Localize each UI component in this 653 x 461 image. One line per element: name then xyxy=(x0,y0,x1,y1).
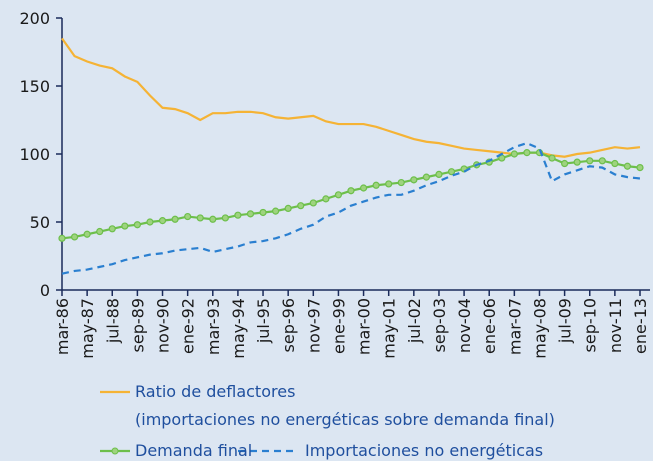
point xyxy=(347,187,355,195)
point xyxy=(297,202,305,210)
x-tick-label: jul-95 xyxy=(254,298,273,344)
legend-label: Ratio de deflactores (importaciones no e… xyxy=(135,382,555,429)
point xyxy=(385,180,393,188)
point xyxy=(447,168,456,176)
x-tick-label: sep-89 xyxy=(128,298,147,352)
point xyxy=(397,178,405,187)
x-tick-label: may-94 xyxy=(229,298,248,359)
point xyxy=(221,214,229,222)
point xyxy=(259,208,267,217)
point xyxy=(510,150,518,158)
x-tick-label: jul-09 xyxy=(556,298,575,344)
point xyxy=(158,217,167,225)
x-tick-label: may-87 xyxy=(78,298,97,359)
x-tick-label: may-08 xyxy=(530,298,549,359)
y-tick-label: 100 xyxy=(19,145,50,164)
y-tick-label: 150 xyxy=(19,77,50,96)
x-tick-label: mar-86 xyxy=(53,298,72,355)
point xyxy=(309,199,317,207)
x-tick-label: jul-02 xyxy=(405,298,424,344)
legend-label: Importaciones no energéticas xyxy=(305,441,544,460)
point xyxy=(184,212,192,221)
point xyxy=(108,225,116,233)
point xyxy=(523,149,531,157)
x-tick-label: ene-99 xyxy=(329,298,348,354)
point xyxy=(58,234,66,242)
x-tick-label: mar-00 xyxy=(355,298,374,355)
y-tick-label: 50 xyxy=(30,213,50,232)
series-line xyxy=(61,37,641,158)
point xyxy=(209,215,217,223)
x-tick-label: ene-13 xyxy=(631,298,650,354)
x-tick-label: nov-11 xyxy=(606,298,625,353)
point xyxy=(322,195,330,203)
point xyxy=(623,162,632,170)
point xyxy=(410,176,418,184)
point xyxy=(573,158,581,166)
point xyxy=(70,233,79,241)
x-tick-label: may-01 xyxy=(380,298,399,359)
x-tick-label: nov-97 xyxy=(304,298,323,353)
point xyxy=(83,230,91,238)
x-tick-label: sep-10 xyxy=(581,298,600,352)
point xyxy=(359,184,368,192)
point xyxy=(234,211,242,219)
point xyxy=(586,157,594,165)
x-tick-label: sep-96 xyxy=(279,298,298,352)
point xyxy=(636,164,644,172)
point xyxy=(96,227,104,236)
point xyxy=(284,204,292,212)
x-tick-label: nov-90 xyxy=(154,298,173,353)
legend-marker xyxy=(111,447,119,455)
legend-label: Demanda final xyxy=(135,441,253,460)
y-tick-label: 0 xyxy=(40,281,50,300)
point xyxy=(171,215,179,223)
series-line xyxy=(61,141,641,275)
point xyxy=(196,214,204,222)
point xyxy=(246,210,255,218)
point xyxy=(334,191,343,199)
point xyxy=(121,222,129,230)
point xyxy=(372,181,380,189)
point xyxy=(435,170,443,178)
point xyxy=(561,159,569,168)
point xyxy=(133,221,141,229)
x-tick-label: mar-93 xyxy=(204,298,223,355)
x-tick-label: nov-04 xyxy=(455,298,474,353)
point xyxy=(272,207,280,215)
x-tick-label: ene-92 xyxy=(179,298,198,354)
point xyxy=(598,157,606,165)
x-tick-label: mar-07 xyxy=(505,298,524,355)
x-tick-label: jul-88 xyxy=(103,298,122,344)
point xyxy=(422,173,430,181)
point xyxy=(548,154,556,162)
y-tick-label: 200 xyxy=(19,9,50,28)
x-tick-label: ene-06 xyxy=(480,298,499,354)
x-tick-label: sep-03 xyxy=(430,298,449,352)
point xyxy=(611,159,619,168)
series-line xyxy=(61,151,641,240)
point xyxy=(146,218,154,226)
